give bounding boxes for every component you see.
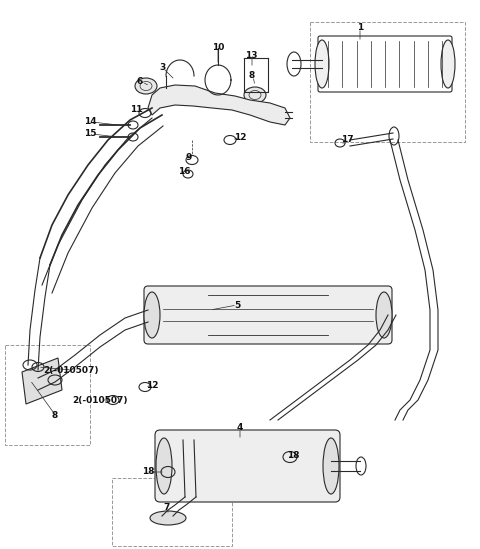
Polygon shape [22, 358, 62, 404]
Text: 15: 15 [84, 130, 96, 138]
Ellipse shape [323, 438, 339, 494]
Text: 4: 4 [237, 423, 243, 433]
Text: 12: 12 [146, 380, 158, 389]
Ellipse shape [441, 40, 455, 88]
Ellipse shape [315, 40, 329, 88]
FancyBboxPatch shape [144, 286, 392, 344]
Text: 2(-010507): 2(-010507) [43, 366, 99, 374]
Text: 17: 17 [341, 136, 353, 144]
Text: 6: 6 [137, 77, 143, 87]
Text: 13: 13 [245, 51, 257, 59]
Text: 8: 8 [249, 71, 255, 81]
Polygon shape [148, 85, 290, 125]
Text: 7: 7 [164, 503, 170, 513]
Text: 12: 12 [234, 132, 246, 142]
Text: 5: 5 [234, 300, 240, 310]
Text: 18: 18 [142, 468, 154, 477]
Text: 18: 18 [287, 451, 299, 461]
Text: 1: 1 [357, 24, 363, 32]
Ellipse shape [150, 511, 186, 525]
Ellipse shape [244, 87, 266, 103]
Text: 2(-010507): 2(-010507) [72, 395, 128, 405]
Ellipse shape [144, 292, 160, 338]
Text: 3: 3 [160, 64, 166, 72]
Text: 14: 14 [84, 117, 96, 126]
Text: 16: 16 [178, 167, 190, 176]
Ellipse shape [135, 78, 157, 94]
Text: 8: 8 [52, 412, 58, 421]
Ellipse shape [156, 438, 172, 494]
FancyBboxPatch shape [155, 430, 340, 502]
Text: 9: 9 [186, 154, 192, 163]
Text: 10: 10 [212, 42, 224, 52]
Ellipse shape [376, 292, 392, 338]
Text: 11: 11 [130, 105, 142, 115]
